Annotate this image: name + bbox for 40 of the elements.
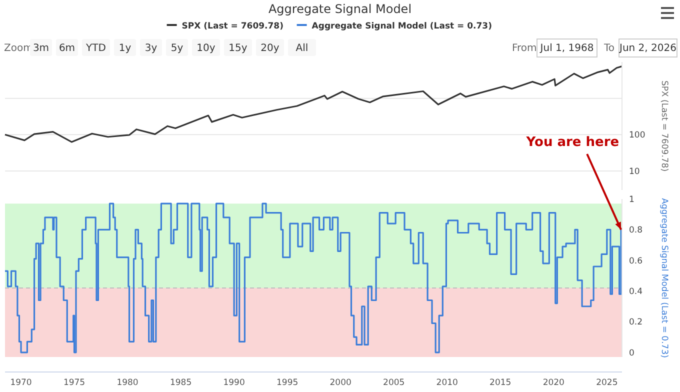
zoom-button: 10y [192, 39, 220, 56]
y-axis-title: Aggregate Signal Model (Last = 0.73) [659, 198, 669, 358]
x-tick-label: 2015 [490, 378, 512, 388]
x-tick-label: 1995 [276, 378, 298, 388]
y-tick-label: 100 [629, 130, 646, 141]
zoom-button: 3y [140, 39, 162, 56]
x-tick-label: 1990 [223, 378, 245, 388]
legend-label: SPX (Last = 7609.78) [182, 22, 284, 32]
x-tick-label: 2000 [330, 378, 352, 388]
zoom-button: 5y [166, 39, 188, 56]
x-tick-label: 2005 [383, 378, 405, 388]
y-axis-title: SPX (Last = 7609.78) [659, 80, 669, 172]
zoom-button: 20y [256, 39, 284, 56]
zoom-button: 1y [114, 39, 136, 56]
y-tick-label: 1 [629, 195, 634, 205]
annotation: You are here [525, 135, 620, 150]
x-tick-label: 1975 [63, 378, 86, 388]
x-tick-label: 1980 [116, 378, 138, 388]
y-tick-label: 0.8 [629, 226, 643, 236]
date-field: Jul 1, 1968 [536, 38, 598, 58]
x-tick-label: 2010 [436, 378, 458, 388]
text: To [603, 43, 615, 54]
x-tick-label: 2025 [596, 378, 618, 388]
zoom-button: 15y [224, 39, 252, 56]
y-tick-label: 0.2 [629, 318, 643, 328]
zoom-button: All [288, 39, 316, 56]
zoom-button: YTD [82, 39, 110, 56]
y-tick-label: 0.6 [629, 256, 643, 266]
x-tick-label: 1985 [170, 378, 192, 388]
zoom-button: 3m [30, 39, 52, 56]
y-tick-label: 0 [629, 348, 634, 358]
y-tick-label: 10 [629, 167, 640, 177]
legend-label: Aggregate Signal Model (Last = 0.73) [312, 22, 492, 32]
chart-title: Aggregate Signal Model [268, 2, 412, 16]
y-tick-label: 0.4 [629, 287, 643, 298]
x-tick-label: 1970 [10, 378, 32, 388]
text: From [512, 43, 537, 54]
x-tick-label: 2020 [542, 378, 564, 388]
date-field: Jun 2, 2026 [618, 38, 678, 58]
zoom-button: 6m [56, 39, 78, 56]
